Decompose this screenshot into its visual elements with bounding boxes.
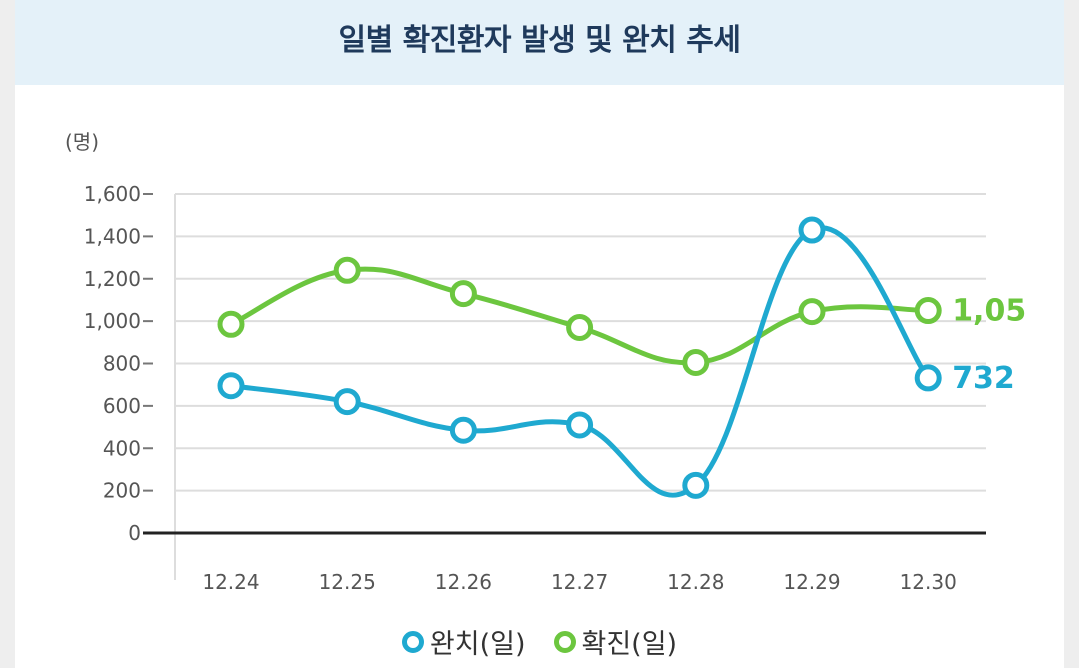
line-chart: (명) 0 200 400 600 800 1,000 1,200 1,400 1,600 12.2… <box>65 130 1026 594</box>
y-tick-label: 400 <box>103 436 141 460</box>
data-label-recovered: 732 <box>952 361 1015 396</box>
data-point-confirmed <box>449 280 477 308</box>
y-axis-unit-label: (명) <box>65 130 99 154</box>
legend-label-confirmed: 확진(일) <box>581 629 678 660</box>
legend-marker-confirmed <box>553 630 576 653</box>
x-tick-label: 12.28 <box>667 570 724 594</box>
data-point-recovered <box>798 216 826 244</box>
y-tick-label: 1,000 <box>84 309 141 333</box>
data-point-recovered <box>217 372 245 400</box>
page-title: 일별 확진환자 발생 및 완치 추세 <box>338 22 741 58</box>
data-point-recovered <box>566 411 594 439</box>
y-tick-label: 800 <box>103 352 141 376</box>
data-point-confirmed <box>914 297 942 325</box>
y-tick-label: 1,600 <box>84 182 141 206</box>
x-tick-label: 12.27 <box>551 570 608 594</box>
data-label-confirmed: 1,05 <box>952 294 1026 329</box>
data-point-recovered <box>682 471 710 499</box>
data-point-confirmed <box>217 310 245 338</box>
x-tick-label: 12.24 <box>202 570 259 594</box>
x-tick-label: 12.29 <box>783 570 840 594</box>
x-tick-label: 12.25 <box>319 570 376 594</box>
data-point-confirmed <box>798 298 826 326</box>
y-tick-label: 600 <box>103 394 141 418</box>
data-point-confirmed <box>682 348 710 376</box>
legend-item-recovered[interactable]: 완치(일) <box>401 622 526 661</box>
data-point-recovered <box>914 364 942 392</box>
series-layer: 1,05 732 <box>217 216 1026 499</box>
x-tick-label: 12.30 <box>900 570 957 594</box>
x-tick-label: 12.26 <box>435 570 492 594</box>
chart-card: 일별 확진환자 발생 및 완치 추세 (명) 0 200 400 600 800 1,000… <box>15 0 1064 668</box>
legend-label-recovered: 완치(일) <box>429 629 526 660</box>
axis-layer: (명) 0 200 400 600 800 1,000 1,200 1,400 1,600 12.2… <box>65 130 986 594</box>
legend-marker-recovered <box>401 630 424 653</box>
data-point-recovered <box>333 388 361 416</box>
data-point-confirmed <box>333 256 361 284</box>
legend-item-confirmed[interactable]: 확진(일) <box>553 622 678 661</box>
y-tick-label: 1,200 <box>84 267 141 291</box>
data-point-confirmed <box>566 313 594 341</box>
y-tick-label: 0 <box>128 521 141 545</box>
data-point-recovered <box>449 416 477 444</box>
y-tick-label: 200 <box>103 479 141 503</box>
y-tick-label: 1,400 <box>84 224 141 248</box>
chart-header: 일별 확진환자 발생 및 완치 추세 <box>15 0 1064 85</box>
legend: 완치(일) 확진(일) <box>15 622 1064 661</box>
grid-layer <box>174 193 986 580</box>
